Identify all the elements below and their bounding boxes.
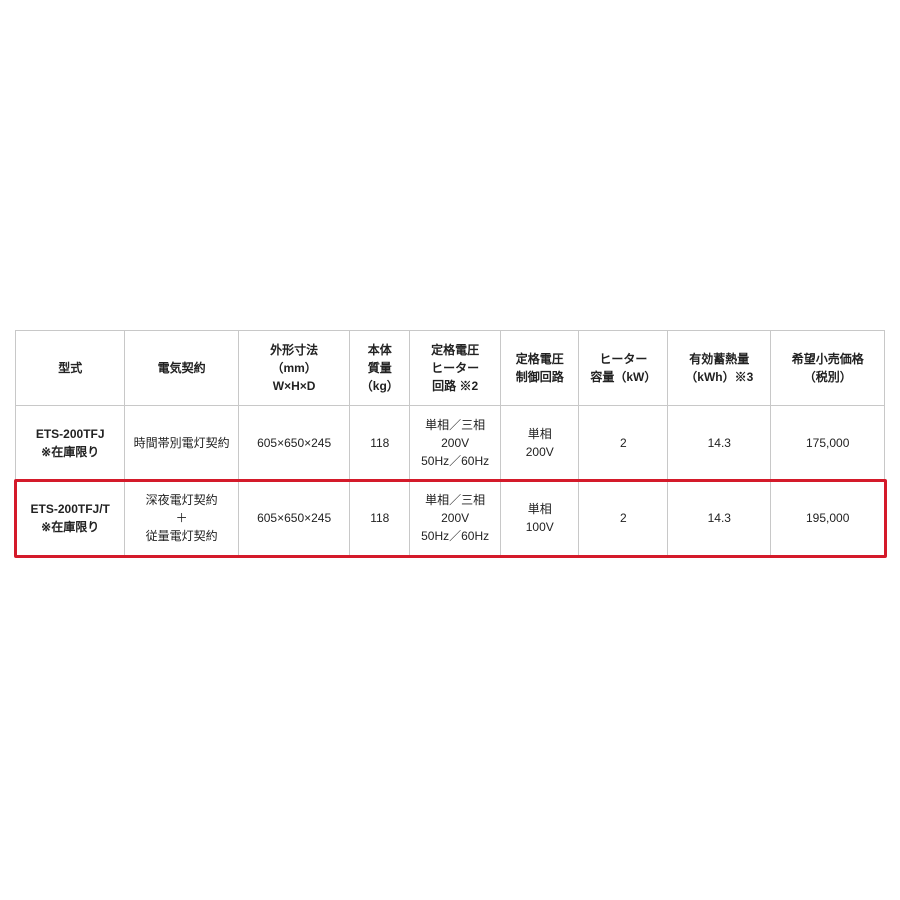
table-cell: 14.3 [668,406,771,481]
table-cell: 118 [350,406,410,481]
table-cell: 175,000 [771,406,885,481]
col-header-8: 希望小売価格（税別） [771,331,885,406]
table-row: ETS-200TFJ※在庫限り時間帯別電灯契約605×650×245118単相／… [16,406,885,481]
col-header-6: ヒーター容量（kW） [579,331,668,406]
table-cell: 605×650×245 [238,481,349,556]
table-cell: 195,000 [771,481,885,556]
table-cell: 単相200V [501,406,579,481]
table-cell: 単相100V [501,481,579,556]
table-row: ETS-200TFJ/T※在庫限り深夜電灯契約＋従量電灯契約605×650×24… [16,481,885,556]
table-cell: 単相／三相200V50Hz／60Hz [410,406,501,481]
table-cell: 14.3 [668,481,771,556]
col-header-1: 電気契約 [125,331,239,406]
table-cell: 時間帯別電灯契約 [125,406,239,481]
col-header-4: 定格電圧ヒーター回路 ※2 [410,331,501,406]
col-header-5: 定格電圧制御回路 [501,331,579,406]
spec-table-container: 型式電気契約外形寸法（mm）W×H×D本体質量（kg）定格電圧ヒーター回路 ※2… [15,330,885,556]
table-cell: 単相／三相200V50Hz／60Hz [410,481,501,556]
col-header-7: 有効蓄熱量（kWh）※3 [668,331,771,406]
table-cell: 605×650×245 [238,406,349,481]
table-header-row: 型式電気契約外形寸法（mm）W×H×D本体質量（kg）定格電圧ヒーター回路 ※2… [16,331,885,406]
col-header-2: 外形寸法（mm）W×H×D [238,331,349,406]
table-cell: 2 [579,481,668,556]
col-header-3: 本体質量（kg） [350,331,410,406]
col-header-0: 型式 [16,331,125,406]
table-cell: ETS-200TFJ※在庫限り [16,406,125,481]
table-cell: 118 [350,481,410,556]
table-cell: ETS-200TFJ/T※在庫限り [16,481,125,556]
table-cell: 深夜電灯契約＋従量電灯契約 [125,481,239,556]
table-cell: 2 [579,406,668,481]
spec-table: 型式電気契約外形寸法（mm）W×H×D本体質量（kg）定格電圧ヒーター回路 ※2… [15,330,885,556]
